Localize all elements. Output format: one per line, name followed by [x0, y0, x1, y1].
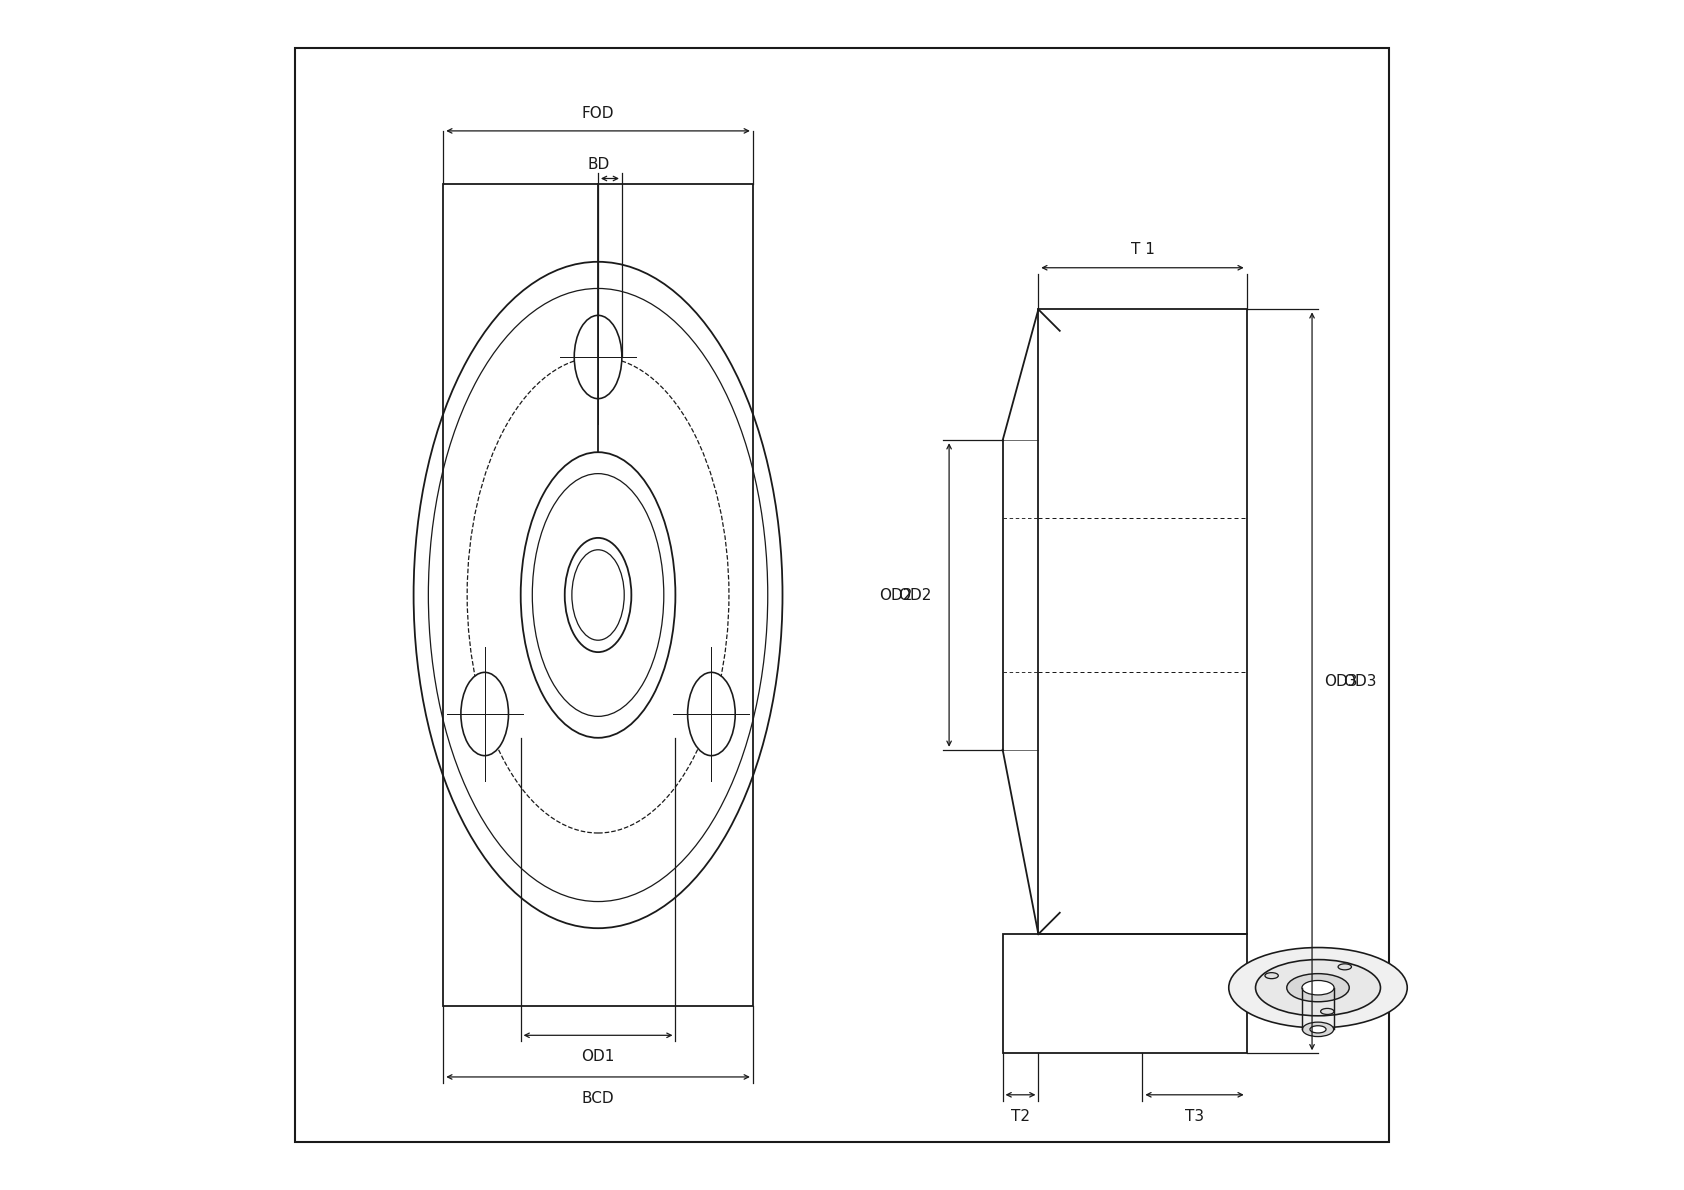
Ellipse shape: [1302, 1022, 1334, 1036]
Text: OD1: OD1: [581, 1050, 615, 1064]
Text: T3: T3: [1186, 1109, 1204, 1123]
Ellipse shape: [1320, 1008, 1334, 1014]
Ellipse shape: [520, 452, 675, 738]
Text: T 1: T 1: [1130, 243, 1155, 257]
Text: OD2: OD2: [898, 588, 931, 602]
Ellipse shape: [574, 315, 621, 399]
Ellipse shape: [1256, 959, 1381, 1016]
Text: BCD: BCD: [581, 1091, 615, 1106]
Ellipse shape: [687, 672, 736, 756]
Ellipse shape: [1339, 964, 1352, 970]
Ellipse shape: [1287, 973, 1349, 1002]
Bar: [1039, 309, 1246, 934]
Bar: [1002, 934, 1246, 1053]
Ellipse shape: [1265, 972, 1278, 978]
Ellipse shape: [564, 538, 632, 652]
Ellipse shape: [1229, 947, 1408, 1028]
Ellipse shape: [461, 672, 509, 756]
Ellipse shape: [1310, 1026, 1325, 1033]
Bar: [443, 184, 753, 1006]
Text: OD2: OD2: [879, 588, 913, 602]
Text: FOD: FOD: [581, 106, 615, 120]
Text: OD3: OD3: [1342, 674, 1376, 689]
Ellipse shape: [1302, 981, 1334, 995]
Text: T2: T2: [1010, 1109, 1031, 1123]
Text: BD: BD: [588, 157, 610, 171]
Text: OD3: OD3: [1324, 674, 1357, 689]
